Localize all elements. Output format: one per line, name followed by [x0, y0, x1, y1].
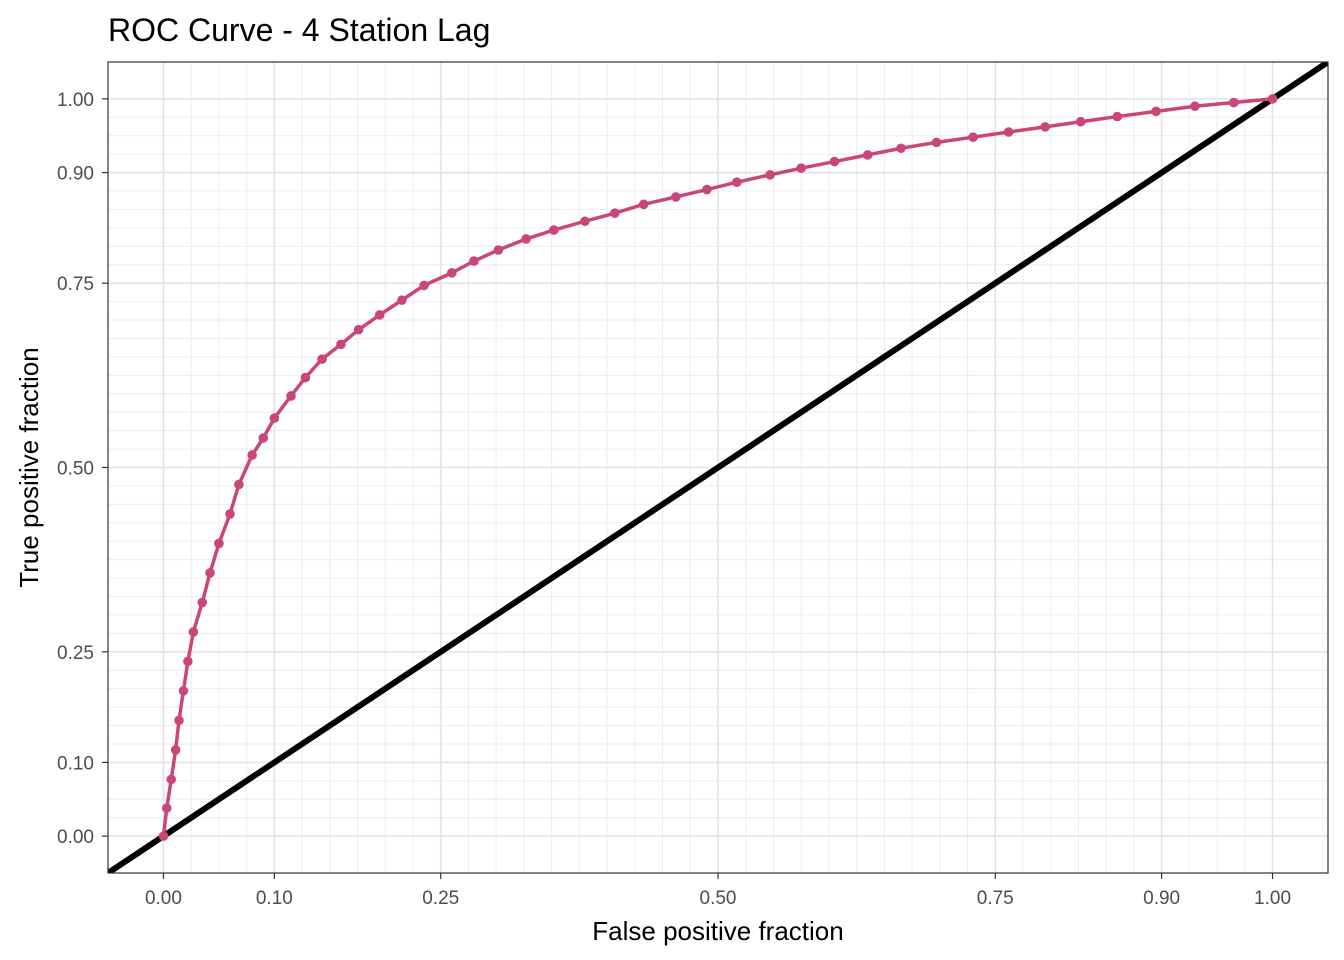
roc-point	[968, 132, 978, 143]
roc-point	[1267, 94, 1278, 104]
roc-point	[336, 339, 346, 350]
x-tick-label: 0.90	[1143, 888, 1180, 909]
roc-point	[397, 295, 407, 305]
roc-point	[353, 324, 364, 335]
roc-point	[286, 391, 296, 401]
roc-point	[197, 597, 208, 608]
y-tick-label: 0.00	[57, 827, 94, 848]
roc-point	[1112, 111, 1123, 122]
roc-point	[300, 372, 311, 383]
roc-point	[862, 150, 873, 160]
roc-point	[374, 310, 385, 320]
roc-point	[205, 568, 215, 578]
y-tick-label: 0.10	[57, 753, 94, 774]
roc-point	[247, 450, 257, 460]
roc-point	[549, 225, 559, 235]
roc-point	[447, 268, 457, 278]
roc-point	[671, 192, 681, 202]
y-tick-label: 1.00	[57, 90, 94, 111]
roc-point	[1190, 101, 1200, 112]
roc-point	[610, 208, 620, 218]
y-tick-label: 0.50	[57, 459, 94, 480]
roc-point	[638, 199, 649, 210]
roc-point	[931, 137, 942, 148]
major-grid	[108, 62, 1328, 873]
roc-point	[269, 413, 280, 423]
roc-point	[521, 234, 531, 244]
x-tick-label: 0.10	[256, 888, 293, 909]
roc-point	[174, 715, 184, 726]
roc-point	[702, 184, 712, 195]
y-axis-title: True positive fraction	[14, 347, 44, 587]
roc-point	[469, 256, 479, 266]
roc-point	[580, 216, 590, 227]
y-tick-label: 0.90	[57, 164, 94, 185]
roc-point	[178, 686, 189, 696]
roc-point	[166, 774, 177, 785]
roc-point	[1003, 127, 1014, 137]
roc-point	[732, 177, 742, 187]
x-axis-title: False positive fraction	[592, 916, 843, 946]
roc-point	[234, 479, 244, 490]
x-tick-label: 0.00	[145, 888, 182, 909]
roc-point	[896, 143, 906, 154]
chart-title: ROC Curve - 4 Station Lag	[108, 12, 490, 48]
x-tick-label: 1.00	[1254, 888, 1291, 909]
x-axis: 0.00 0.10 0.25 0.50 0.75 0.90 1.00	[145, 873, 1291, 909]
roc-point	[1075, 116, 1086, 127]
roc-point	[829, 156, 840, 167]
roc-point	[258, 433, 269, 443]
roc-point	[170, 745, 181, 755]
x-tick-label: 0.50	[700, 888, 737, 909]
roc-point	[317, 354, 327, 364]
roc-point	[1040, 122, 1050, 132]
x-tick-label: 0.75	[977, 888, 1014, 909]
y-tick-label: 0.75	[57, 274, 94, 295]
roc-point	[419, 280, 429, 291]
roc-point	[493, 245, 504, 255]
roc-point	[161, 803, 172, 813]
roc-point	[1228, 97, 1239, 108]
roc-point	[765, 170, 775, 180]
y-axis: 0.00 0.10 0.25 0.50 0.75 0.90 1.00	[57, 90, 108, 848]
roc-point	[214, 538, 224, 549]
roc-curve-line	[161, 97, 1273, 837]
series-layer	[108, 62, 1328, 873]
roc-point	[188, 627, 199, 637]
y-tick-label: 0.25	[57, 643, 94, 664]
roc-point	[158, 831, 169, 841]
roc-point	[1151, 106, 1161, 117]
x-tick-label: 0.25	[422, 888, 459, 909]
roc-point	[183, 656, 193, 667]
reference-diagonal-line	[108, 62, 1328, 873]
roc-point	[796, 163, 806, 173]
roc-point	[225, 509, 235, 519]
